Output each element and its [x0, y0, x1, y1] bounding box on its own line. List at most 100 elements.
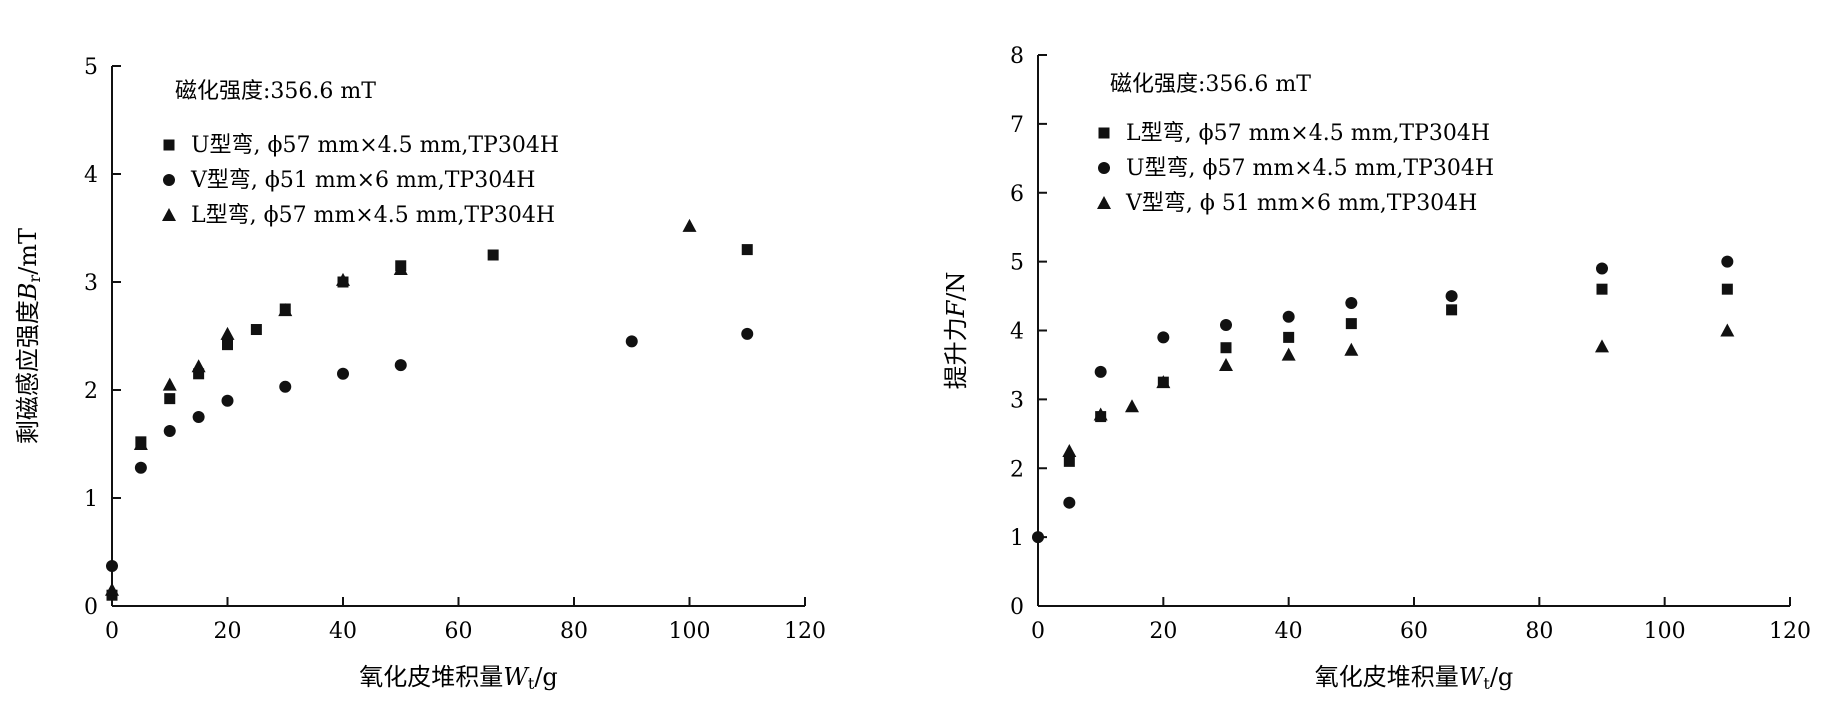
data-point-circle [1721, 255, 1734, 268]
x-tick-label: 0 [1031, 619, 1045, 644]
x-tick-label: 80 [1525, 619, 1553, 644]
y-tick-label: 2 [1010, 457, 1024, 482]
y-axis-title: 剩磁感应强度Br/mT [14, 228, 44, 444]
legend-label: V型弯, ϕ51 mm×6 mm,TP304H [190, 168, 535, 193]
data-point-triangle [220, 326, 235, 340]
data-point-triangle [1125, 399, 1139, 413]
legend-marker-circle [1098, 162, 1110, 174]
data-point-square [1345, 318, 1357, 330]
data-point-triangle [1720, 323, 1735, 337]
data-point-circle [394, 359, 407, 372]
y-axis-title: 提升力F/N [942, 272, 970, 390]
legend-marker-triangle [1097, 196, 1111, 209]
x-tick-label: 100 [1644, 619, 1686, 644]
x-tick-label: 0 [105, 619, 119, 644]
data-point-triangle [1595, 339, 1609, 353]
magnetization-annotation: 磁化强度:356.6 mT [175, 79, 376, 104]
data-point-square [193, 368, 205, 380]
data-point-triangle [682, 218, 697, 232]
data-point-square [741, 244, 753, 256]
data-point-circle [1157, 331, 1170, 344]
legend-marker-square [163, 139, 175, 151]
y-tick-label: 0 [1010, 595, 1024, 620]
data-point-triangle [1219, 357, 1233, 371]
y-tick-label: 1 [1010, 526, 1024, 551]
y-tick-label: 8 [1010, 44, 1024, 69]
data-point-circle [221, 394, 234, 407]
data-point-triangle [1281, 347, 1296, 361]
data-point-triangle [393, 262, 408, 276]
data-point-triangle [133, 437, 148, 450]
data-point-square [1446, 304, 1458, 316]
y-tick-label: 5 [1010, 251, 1024, 276]
data-point-circle [741, 327, 754, 340]
data-point-circle [1282, 310, 1295, 323]
data-point-square [222, 339, 233, 351]
data-point-circle [134, 461, 147, 474]
x-tick-label: 80 [560, 619, 588, 644]
data-point-triangle [278, 303, 293, 317]
data-point-square [1063, 455, 1075, 467]
x-tick-label: 40 [1275, 619, 1303, 644]
legend-marker-square [1098, 127, 1110, 139]
data-point-triangle [1156, 375, 1171, 389]
lifting-force-chart: 0 20 40 60 80 100 120 0 1 2 3 4 5 6 7 8 氧化皮堆积量Wt/g 提升力F/N… [942, 44, 1811, 693]
data-point-triangle [1093, 407, 1108, 421]
data-point-square [1721, 283, 1733, 295]
x-axis-title: 氧化皮堆积量Wt/g [359, 663, 558, 693]
data-point-circle [1094, 365, 1107, 378]
x-tick-label: 20 [1149, 619, 1177, 644]
y-tick-label: 2 [84, 379, 98, 404]
data-point-triangle [105, 582, 119, 596]
data-point-circle [337, 367, 349, 380]
legend-label: L型弯, ϕ57 mm×4.5 mm,TP304H [191, 203, 555, 228]
remanence-chart: 0 20 40 60 80 100 120 0 1 2 3 4 5 氧化皮堆积量Wt/g 剩磁感应强度Br/… [14, 55, 826, 693]
data-point-circle [1445, 290, 1458, 303]
y-tick-label: 4 [1010, 320, 1024, 345]
y-tick-label: 0 [84, 595, 98, 620]
data-point-triangle [336, 272, 350, 286]
y-tick-label: 1 [84, 487, 98, 512]
x-tick-label: 120 [1769, 619, 1811, 644]
legend-marker-triangle [162, 208, 176, 221]
y-tick-label: 3 [84, 271, 98, 296]
y-tick-label: 6 [1010, 182, 1024, 207]
data-point-square [1596, 283, 1608, 295]
x-tick-label: 20 [214, 619, 242, 644]
data-point-square [487, 249, 499, 261]
y-tick-label: 4 [84, 163, 98, 188]
y-tick-label: 3 [1010, 388, 1024, 413]
data-point-triangle [191, 359, 206, 373]
data-point-circle [1032, 531, 1044, 544]
legend-label: V型弯, ϕ 51 mm×6 mm,TP304H [1125, 191, 1477, 216]
x-tick-label: 100 [669, 619, 711, 644]
data-point-circle [1063, 496, 1076, 509]
x-tick-label: 60 [445, 619, 473, 644]
data-point-circle [1345, 296, 1358, 309]
data-point-triangle [1344, 342, 1359, 356]
data-point-circle [1220, 318, 1232, 331]
data-point-triangle [162, 377, 177, 391]
data-point-square [250, 324, 262, 336]
legend-label: U型弯, ϕ57 mm×4.5 mm,TP304H [191, 133, 559, 158]
data-point-square [1283, 331, 1295, 343]
legend-marker-circle [163, 174, 175, 186]
legend-label: L型弯, ϕ57 mm×4.5 mm,TP304H [1126, 121, 1490, 146]
x-tick-label: 60 [1400, 619, 1428, 644]
magnetization-annotation: 磁化强度:356.6 mT [1110, 72, 1311, 97]
data-point-circle [625, 335, 638, 348]
x-axis-title: 氧化皮堆积量Wt/g [1315, 663, 1514, 693]
legend-label: U型弯, ϕ57 mm×4.5 mm,TP304H [1126, 156, 1494, 181]
y-tick-label: 7 [1010, 113, 1024, 138]
y-tick-label: 5 [84, 55, 98, 80]
data-point-square [164, 393, 176, 405]
data-point-circle [192, 411, 205, 423]
data-point-circle [106, 560, 118, 573]
data-point-triangle [1062, 444, 1077, 458]
data-point-square [1220, 342, 1232, 354]
data-point-circle [279, 380, 292, 393]
x-tick-label: 40 [329, 619, 357, 644]
x-tick-label: 120 [784, 619, 826, 644]
data-point-circle [163, 425, 176, 438]
